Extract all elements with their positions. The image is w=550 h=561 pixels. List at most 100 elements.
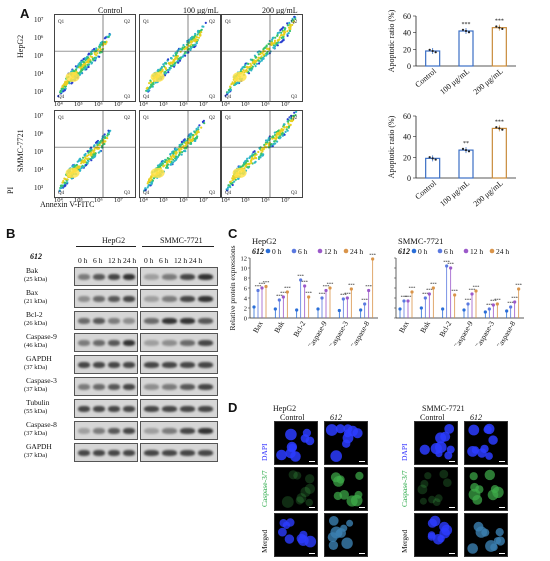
flow-event-dot	[275, 137, 277, 139]
flow-event-dot	[283, 34, 285, 36]
y-tick-label: 10	[241, 266, 248, 273]
flow-event-dot	[190, 136, 192, 138]
cell-nucleus	[289, 470, 298, 479]
flow-event-dot	[168, 158, 170, 160]
flow-ytick: 10⁷	[34, 16, 43, 24]
replicate-point	[498, 27, 500, 29]
cell-nucleus	[343, 433, 354, 444]
data-point	[449, 266, 452, 269]
flow-event-dot	[97, 144, 99, 146]
blot-strip	[74, 311, 138, 330]
flow-event-dot	[198, 124, 200, 126]
legend-compound: 612	[252, 247, 264, 256]
flow-density-core	[151, 72, 165, 82]
flow-event-dot	[182, 47, 184, 49]
flow-event-dot	[280, 41, 282, 43]
flow-event-dot	[62, 90, 64, 92]
protein-band	[198, 340, 213, 346]
data-point	[363, 302, 366, 305]
protein-band	[144, 406, 159, 412]
flow-event-dot	[149, 80, 151, 82]
significance-label: ***	[451, 289, 459, 294]
cell-nucleus	[418, 485, 428, 495]
protein-band	[198, 450, 213, 456]
flow-event-dot	[79, 65, 81, 67]
protein-band	[93, 450, 105, 456]
flow-event-dot	[190, 142, 192, 144]
protein-band	[78, 428, 90, 434]
flow-event-dot	[246, 70, 248, 72]
data-point	[367, 289, 370, 292]
data-point	[320, 296, 323, 299]
scale-bar	[359, 507, 365, 508]
flow-event-dot	[146, 87, 148, 89]
protein-band	[108, 340, 120, 346]
flow-event-dot	[100, 44, 102, 46]
bar	[492, 128, 506, 178]
flow-xtick: 10⁶	[179, 101, 188, 108]
significance-label: ***	[430, 282, 438, 287]
flow-event-dot	[248, 66, 250, 68]
data-point	[432, 286, 435, 289]
flow-ytick: 10⁵	[34, 148, 43, 156]
flow-xtick: 10⁶	[179, 197, 188, 204]
protein-kda: (37 kDa)	[24, 364, 47, 371]
data-point	[282, 295, 285, 298]
flow-event-dot	[263, 148, 265, 150]
flow-event-dot	[59, 91, 61, 93]
cell-nucleus	[475, 485, 483, 493]
legend-label: 6 h	[298, 247, 308, 256]
protein-band	[180, 384, 195, 390]
flow-event-dot	[152, 83, 154, 85]
flow-event-dot	[247, 63, 249, 65]
legend-label: 12 h	[470, 247, 483, 256]
replicate-point	[432, 157, 434, 159]
flow-event-dot	[229, 86, 231, 88]
x-category-label: 200 μg/mL	[472, 179, 505, 209]
flow-event-dot	[79, 159, 81, 161]
blot-strip	[140, 399, 218, 418]
flow-event-dot	[255, 65, 257, 67]
flow-event-dot	[162, 165, 164, 167]
protein-band	[198, 318, 213, 324]
protein-band	[144, 450, 159, 456]
replicate-point	[495, 126, 497, 128]
protein-band	[144, 362, 159, 368]
data-point	[274, 307, 277, 310]
y-tick-label: 20	[403, 153, 411, 162]
protein-band	[144, 318, 159, 324]
legend-label: 0 h	[272, 247, 282, 256]
flow-event-dot	[76, 66, 78, 68]
scale-bar	[309, 461, 315, 462]
y-tick-label: 4	[244, 296, 248, 303]
data-point	[488, 307, 491, 310]
flow-event-dot	[286, 30, 288, 32]
flow-event-dot	[276, 35, 278, 37]
flow-event-dot	[247, 160, 249, 162]
flow-event-dot	[281, 133, 283, 135]
y-tick-label: 0	[407, 62, 411, 71]
cell-nucleus	[305, 536, 317, 548]
flow-xtick: 10⁶	[94, 197, 103, 204]
x-category-label: 100 μg/mL	[438, 67, 471, 97]
significance-label: ***	[361, 298, 369, 303]
cell-nucleus	[420, 445, 430, 455]
flow-event-dot	[254, 61, 256, 63]
data-point	[350, 287, 353, 290]
if-row-label: DAPI	[400, 443, 409, 461]
cell-nucleus	[496, 528, 504, 536]
blot-strip	[74, 443, 138, 462]
flow-event-dot	[265, 54, 267, 56]
flow-event-dot	[174, 151, 176, 153]
protein-band	[180, 296, 195, 302]
legend-label: 24 h	[496, 247, 509, 256]
cell-nucleus	[470, 472, 478, 480]
flow-event-dot	[108, 36, 110, 38]
flow-event-dot	[92, 59, 94, 61]
quadrant-label: Q2	[209, 116, 216, 121]
flow-event-dot	[268, 43, 270, 45]
flow-event-dot	[181, 154, 183, 156]
